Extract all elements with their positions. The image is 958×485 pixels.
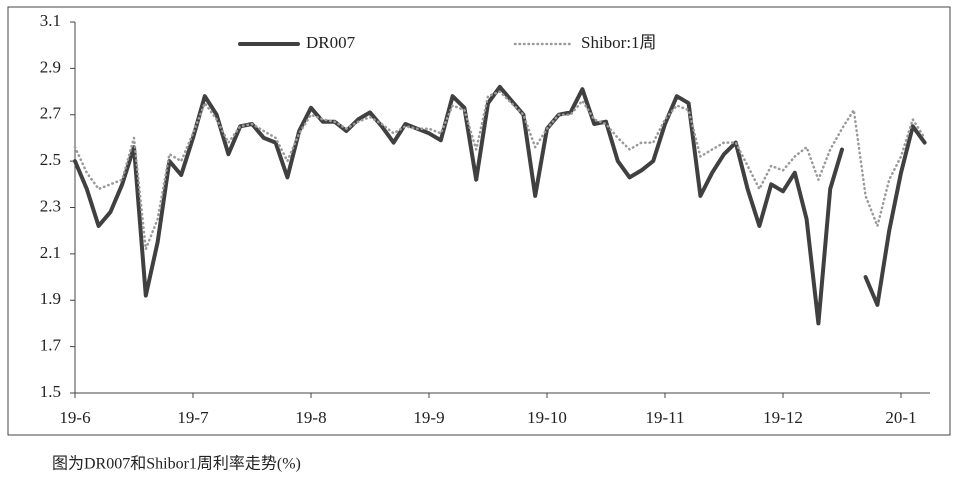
x-tick-label: 19-10: [527, 408, 567, 427]
y-tick-label: 2.9: [40, 57, 61, 76]
y-tick-label: 1.7: [40, 336, 62, 355]
x-tick-label: 19-7: [177, 408, 209, 427]
x-tick-label: 19-9: [413, 408, 444, 427]
x-tick-label: 20-1: [885, 408, 916, 427]
series-line: [73, 90, 926, 251]
y-tick-label: 3.1: [40, 11, 61, 30]
y-tick-label: 1.9: [40, 289, 61, 308]
x-tick-label: 19-12: [763, 408, 803, 427]
x-tick-label: 19-8: [295, 408, 326, 427]
y-tick-label: 1.5: [40, 382, 61, 401]
caption: 图为DR007和Shibor1周利率走势(%): [52, 455, 301, 473]
series-line: [73, 84, 927, 326]
y-tick-label: 2.5: [40, 150, 61, 169]
y-tick-label: 2.7: [40, 104, 62, 123]
x-tick-label: 19-11: [645, 408, 684, 427]
y-tick-label: 2.1: [40, 243, 61, 262]
x-tick-label: 19-6: [59, 408, 90, 427]
frame: [7, 6, 951, 436]
legend-label: DR007: [306, 33, 356, 52]
y-tick-label: 2.3: [40, 196, 61, 215]
legend-label: Shibor:1周: [581, 33, 657, 52]
